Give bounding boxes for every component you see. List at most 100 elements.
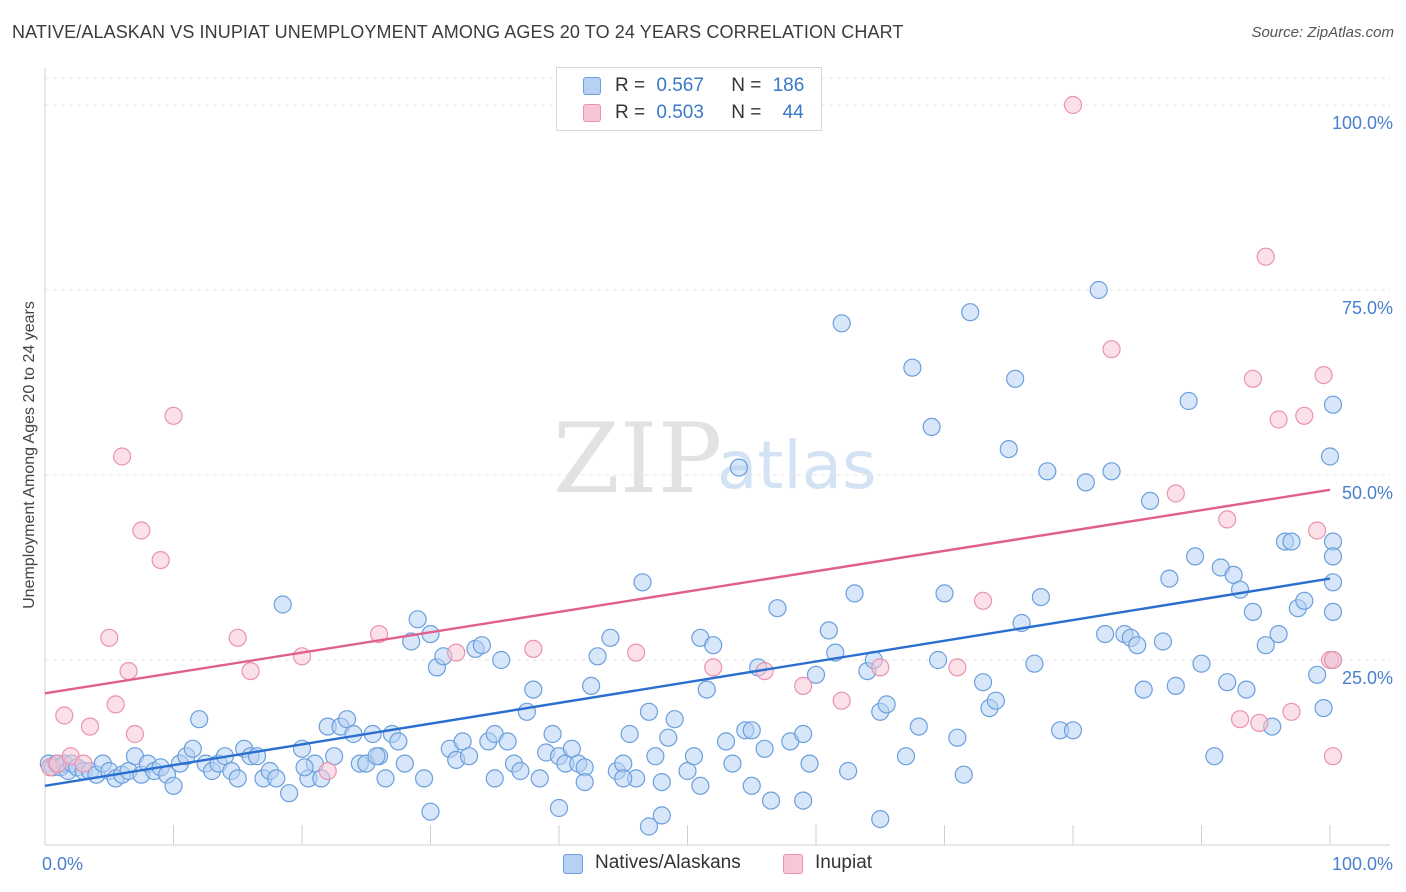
natives-point-158 — [1179, 391, 1198, 411]
natives-point-163 — [1218, 673, 1237, 692]
natives-point-130 — [928, 650, 948, 670]
inupiat-point-13 — [164, 406, 183, 425]
natives-n-value: 186 — [772, 75, 805, 96]
natives-r-value: 0.567 — [656, 75, 704, 96]
natives-point-106 — [729, 458, 749, 477]
natives-point-185 — [367, 747, 386, 766]
natives-point-58 — [402, 632, 421, 651]
natives-point-95 — [646, 747, 665, 766]
watermark-zip: ZIP — [553, 403, 722, 515]
natives-point-149 — [1102, 462, 1121, 481]
inupiat-point-20 — [524, 639, 543, 659]
natives-point-142 — [1031, 587, 1050, 607]
natives-point-38 — [267, 769, 286, 788]
natives-point-133 — [954, 765, 973, 784]
y-tick-label-1: 50.0% — [1342, 483, 1393, 503]
natives-point-94 — [639, 702, 659, 721]
natives-point-161 — [1205, 747, 1224, 766]
inupiat-point-34 — [1243, 369, 1263, 388]
natives-point-105 — [723, 754, 742, 773]
chart-title: NATIVE/ALASKAN VS INUPIAT UNEMPLOYMENT A… — [12, 22, 904, 42]
natives-point-114 — [794, 724, 813, 744]
natives-point-196 — [614, 769, 633, 788]
natives-point-111 — [761, 791, 781, 810]
y-tick-label-3: 100.0% — [1332, 113, 1393, 133]
natives-point-57 — [395, 754, 414, 773]
natives-point-75 — [511, 761, 530, 781]
inupiat-point-40 — [1308, 521, 1327, 540]
natives-point-186 — [485, 769, 504, 788]
natives-point-73 — [498, 732, 517, 751]
bottom-inupiat-swatch — [783, 854, 803, 874]
inupiat-point-33 — [1230, 710, 1250, 729]
natives-point-96 — [652, 772, 671, 792]
natives-point-139 — [1006, 369, 1025, 388]
natives-point-86 — [582, 676, 601, 696]
inupiat-point-30 — [1102, 340, 1121, 359]
inupiat-point-44 — [1323, 650, 1343, 670]
natives-point-170 — [1269, 624, 1288, 644]
natives-point-26 — [190, 710, 209, 729]
natives-point-100 — [684, 747, 704, 766]
natives-point-67 — [459, 747, 479, 766]
natives-point-181 — [1323, 602, 1343, 622]
natives-point-104 — [716, 732, 736, 751]
natives-point-80 — [543, 724, 562, 744]
natives-point-156 — [1160, 569, 1179, 588]
natives-point-126 — [896, 747, 916, 766]
natives-point-112 — [768, 599, 787, 618]
natives-point-195 — [742, 776, 761, 795]
inupiat-point-6 — [100, 628, 119, 647]
inupiat-point-7 — [106, 695, 125, 714]
inupiat-point-37 — [1269, 410, 1288, 429]
y-tick-label-2: 75.0% — [1342, 298, 1393, 318]
inupiat-point-24 — [794, 676, 813, 696]
natives-point-127 — [903, 358, 922, 377]
natives-point-117 — [819, 621, 838, 640]
inupiat-point-36 — [1256, 247, 1275, 266]
natives-point-131 — [935, 584, 954, 603]
inupiat-point-31 — [1166, 484, 1185, 503]
natives-point-143 — [1038, 462, 1057, 481]
inupiat-point-22 — [704, 658, 723, 677]
natives-point-116 — [806, 665, 826, 684]
inupiat-point-4 — [74, 754, 93, 773]
natives-point-119 — [832, 314, 851, 333]
natives-point-138 — [999, 440, 1018, 459]
bottom-natives-label: Natives/Alaskans — [595, 852, 741, 873]
natives-point-108 — [742, 721, 761, 740]
natives-point-60 — [414, 769, 434, 788]
natives-point-97 — [659, 728, 678, 747]
x-tick-label-1: 100.0% — [1332, 854, 1393, 874]
natives-point-135 — [973, 673, 993, 692]
natives-point-192 — [575, 772, 594, 792]
inupiat-point-18 — [370, 624, 389, 644]
bottom-inupiat-label: Inupiat — [815, 852, 873, 873]
natives-point-167 — [1243, 602, 1263, 622]
natives-point-182 — [1323, 395, 1343, 414]
natives-point-98 — [665, 710, 684, 729]
inupiat-point-2 — [55, 706, 74, 725]
natives-point-148 — [1096, 624, 1115, 644]
natives-point-40 — [280, 784, 299, 803]
natives-point-160 — [1192, 654, 1211, 673]
inupiat-point-43 — [1323, 747, 1343, 766]
inupiat-point-17 — [318, 761, 337, 781]
correlation-legend: R = 0.567 N = 186 R = 0.503 N = 44 — [556, 67, 822, 131]
inupiat-point-10 — [125, 724, 145, 744]
natives-point-88 — [601, 628, 620, 647]
inupiat-r-label: R = — [615, 102, 646, 123]
natives-point-129 — [922, 417, 941, 436]
inupiat-point-12 — [151, 550, 170, 570]
natives-r-label: R = — [615, 75, 646, 96]
inupiat-point-27 — [948, 658, 967, 677]
natives-point-175 — [1308, 665, 1327, 684]
natives-point-187 — [549, 798, 569, 818]
natives-point-39 — [273, 595, 292, 614]
inupiat-point-32 — [1218, 510, 1237, 529]
natives-point-132 — [948, 728, 967, 747]
inupiat-point-26 — [871, 658, 890, 677]
inupiat-n-value: 44 — [782, 102, 804, 123]
natives-point-134 — [961, 303, 980, 322]
natives-n-label: N = — [731, 75, 762, 96]
